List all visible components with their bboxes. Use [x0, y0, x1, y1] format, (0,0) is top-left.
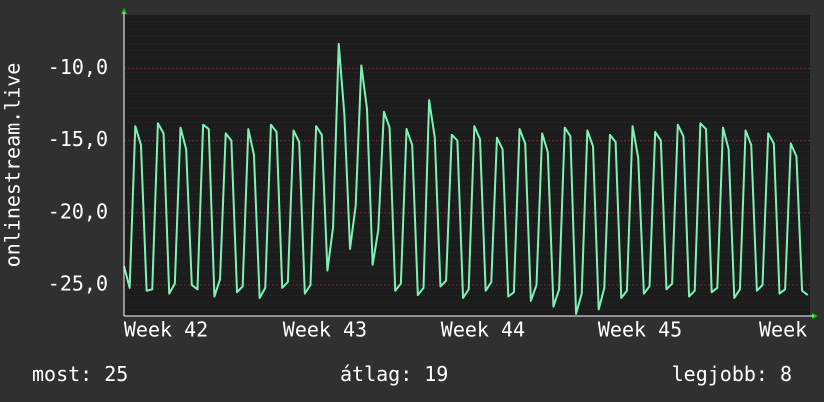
x-tick-label: Week	[759, 318, 807, 342]
x-tick-label: Week 42	[124, 318, 208, 342]
x-tick-label: Week 45	[598, 318, 682, 342]
footer-label: most:	[32, 362, 92, 386]
axis-arrow	[121, 8, 127, 14]
y-tick-label: -25,0	[48, 271, 108, 295]
footer-value: 8	[780, 362, 792, 386]
x-tick-label: Week 44	[441, 318, 525, 342]
footer-value: 19	[424, 362, 448, 386]
footer-label: legjobb:	[672, 362, 768, 386]
footer-value: 25	[104, 362, 128, 386]
x-tick-label: Week 43	[283, 318, 367, 342]
footer-label: átlag:	[340, 362, 412, 386]
y-tick-label: -20,0	[48, 199, 108, 223]
line	[123, 42, 809, 315]
footer-stat: legjobb: 8	[672, 362, 792, 386]
footer-stat: most: 25	[32, 362, 128, 386]
y-tick-label: -10,0	[48, 55, 108, 79]
axis-arrow	[812, 313, 818, 319]
footer-stat: átlag: 19	[340, 362, 448, 386]
y-axis-label: onlinestream.live	[1, 63, 25, 268]
y-tick-label: -15,0	[48, 127, 108, 151]
